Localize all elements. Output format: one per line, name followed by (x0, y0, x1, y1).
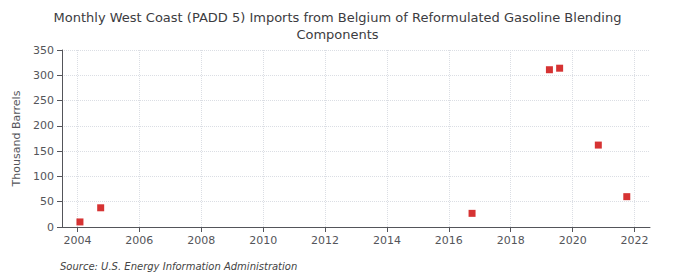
svg-text:2022: 2022 (621, 234, 649, 247)
svg-text:50: 50 (40, 195, 54, 208)
svg-text:250: 250 (33, 94, 54, 107)
svg-text:2010: 2010 (249, 234, 277, 247)
svg-text:2014: 2014 (373, 234, 401, 247)
svg-text:300: 300 (33, 69, 54, 82)
svg-text:2020: 2020 (559, 234, 587, 247)
svg-text:0: 0 (47, 221, 54, 234)
svg-text:2008: 2008 (187, 234, 215, 247)
svg-text:2018: 2018 (497, 234, 525, 247)
svg-text:Thousand Barrels: Thousand Barrels (10, 90, 23, 187)
svg-text:200: 200 (33, 119, 54, 132)
svg-text:2012: 2012 (311, 234, 339, 247)
svg-text:150: 150 (33, 145, 54, 158)
svg-text:Source: U.S. Energy Informatio: Source: U.S. Energy Information Administ… (60, 261, 297, 272)
svg-text:2006: 2006 (125, 234, 153, 247)
svg-text:2016: 2016 (435, 234, 463, 247)
svg-text:350: 350 (33, 44, 54, 57)
svg-text:Components: Components (296, 27, 378, 42)
svg-text:100: 100 (33, 170, 54, 183)
svg-text:Monthly West Coast (PADD 5) Im: Monthly West Coast (PADD 5) Imports from… (54, 10, 622, 25)
svg-text:2004: 2004 (63, 234, 91, 247)
